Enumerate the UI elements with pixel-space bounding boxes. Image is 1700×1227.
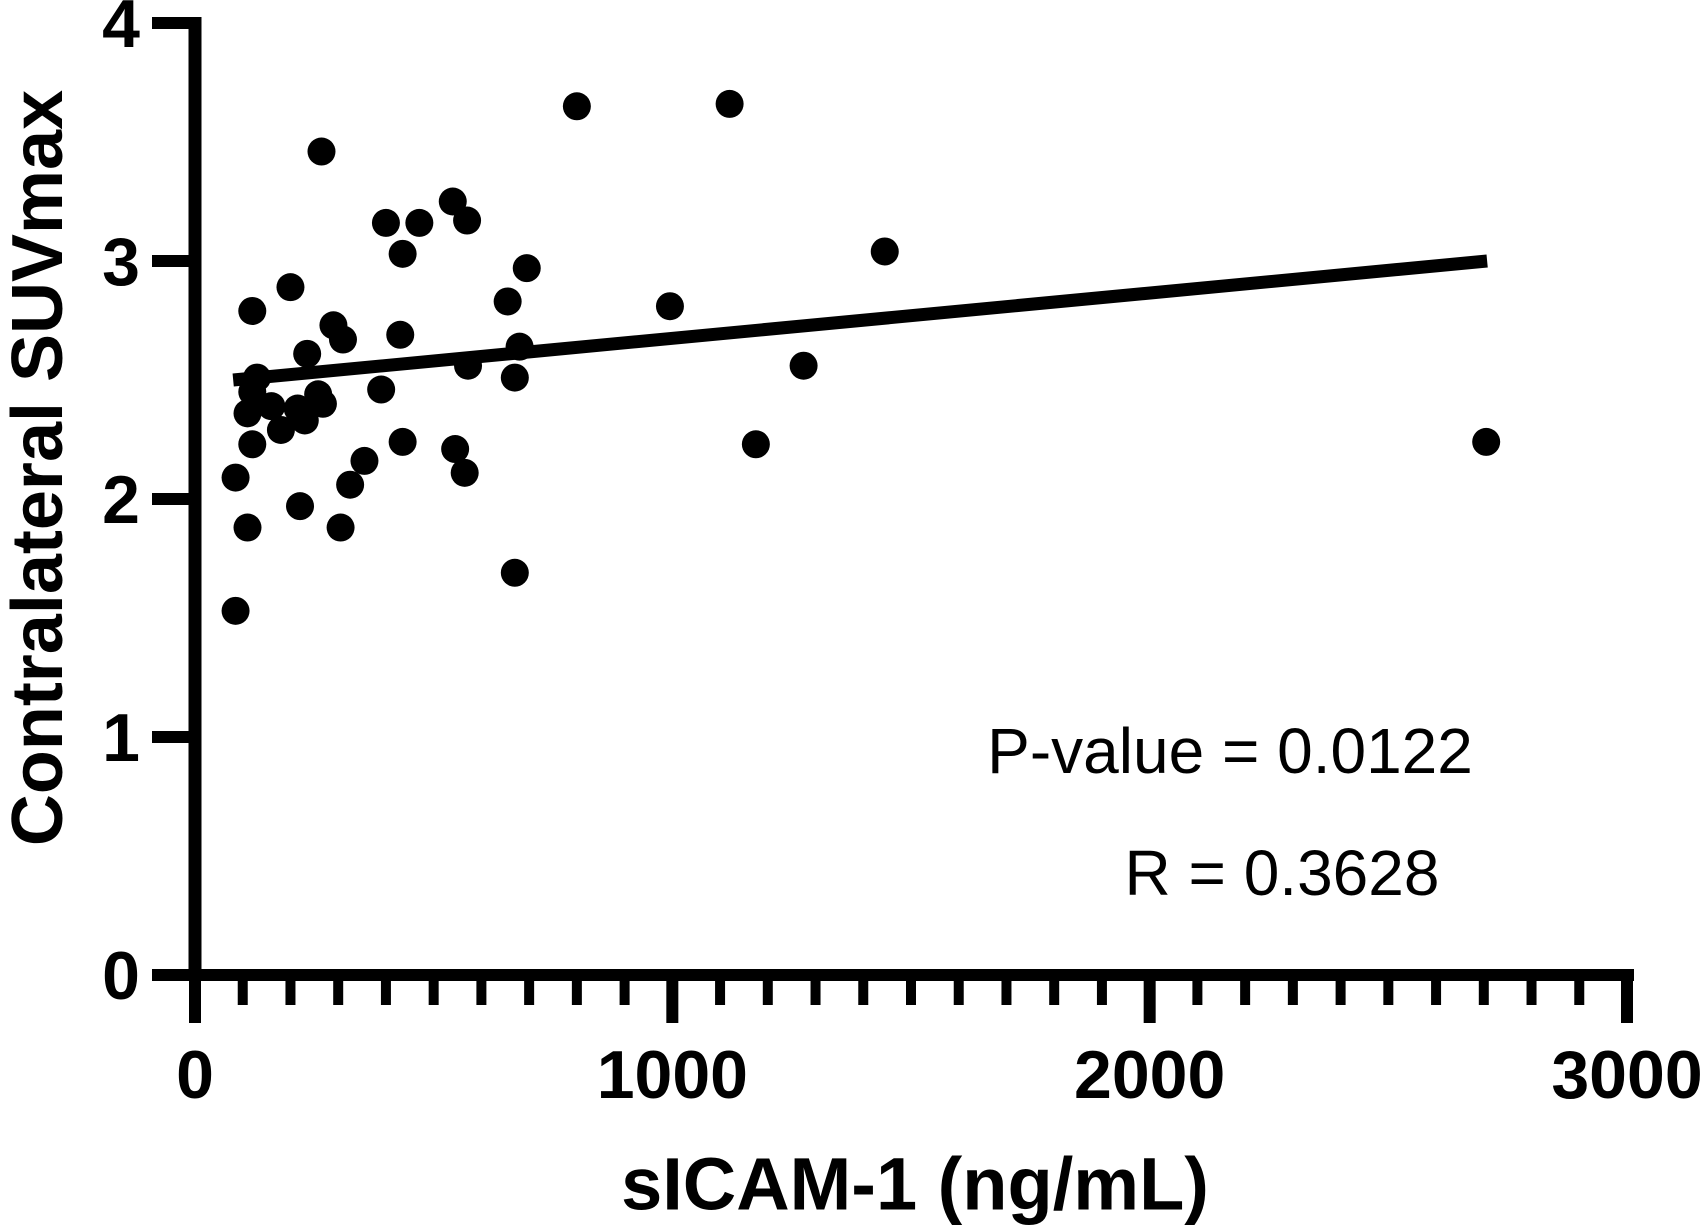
data-point [388,427,417,456]
data-point [505,332,534,361]
data-point [454,351,483,380]
y-tick-label: 3 [102,224,140,300]
data-point [512,254,541,283]
data-point [438,187,467,216]
x-tick-label: 0 [176,1037,214,1113]
data-point [221,463,250,492]
data-point [326,513,355,542]
data-point [233,399,262,428]
data-point [238,377,267,406]
data-point [238,430,267,459]
data-point [367,375,396,404]
data-point [233,513,262,542]
data-point [789,351,818,380]
data-point [741,430,770,459]
data-point [870,237,899,266]
data-point [293,339,322,368]
x-tick-label: 2000 [1074,1037,1225,1113]
y-tick-label: 1 [102,700,140,776]
x-tick-label: 1000 [597,1037,748,1113]
y-tick-label: 2 [102,462,140,538]
y-tick-label: 0 [102,938,140,1014]
r-value-annotation: R = 0.3628 [1124,837,1440,909]
regression-line [232,254,1488,387]
y-axis-title: Contralateral SUVmax [0,89,78,847]
x-axis-title: sICAM-1 (ng/mL) [621,1142,1209,1226]
x-tick-label: 3000 [1551,1037,1700,1113]
data-point [1472,427,1501,456]
data-point [336,470,365,499]
p-value-annotation: P-value = 0.0122 [987,715,1473,787]
data-point [266,415,295,444]
data-point [286,492,315,521]
data-point [441,435,470,464]
data-point [405,208,434,237]
data-point [500,558,529,587]
data-point [386,320,415,349]
data-point [715,89,744,118]
data-point [307,137,336,166]
data-point [500,363,529,392]
data-point [371,208,400,237]
data-point [350,446,379,475]
y-tick-label: 4 [102,0,140,62]
data-point [655,292,684,321]
data-point [308,389,337,418]
data-point [221,596,250,625]
data-point [290,406,319,435]
data-point [328,325,357,354]
data-point [450,458,479,487]
data-point [388,239,417,268]
data-point [238,296,267,325]
data-point [562,92,591,121]
data-point [257,392,286,421]
data-point [493,287,522,316]
data-point [453,206,482,235]
data-point [276,273,305,302]
